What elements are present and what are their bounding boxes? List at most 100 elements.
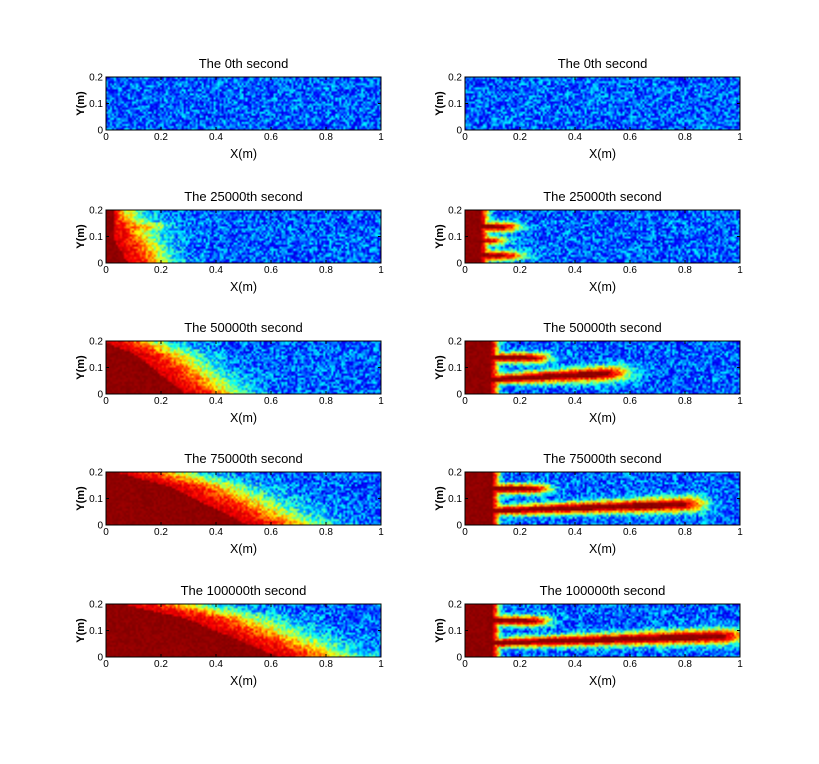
x-tick-label: 1 bbox=[378, 527, 384, 538]
panel-1: The 0th second 0 0.2 0.4 0.6 0.8 1 0 0.1 0.2 X(m) Y… bbox=[75, 56, 384, 161]
y-tick-label: 0.2 bbox=[448, 73, 462, 84]
y-tick-label: 0.2 bbox=[89, 73, 103, 84]
x-tick-label: 0.8 bbox=[319, 265, 333, 276]
y-axis-label: Y(m) bbox=[75, 224, 87, 249]
x-tick-label: 0.8 bbox=[319, 396, 333, 407]
x-axis-label: X(m) bbox=[589, 674, 616, 688]
x-tick-label: 0 bbox=[103, 659, 109, 670]
panel-heatmap bbox=[465, 604, 740, 657]
x-axis-label: X(m) bbox=[230, 411, 257, 425]
x-tick-label: 0.4 bbox=[209, 132, 223, 143]
x-tick-label: 1 bbox=[378, 396, 384, 407]
x-tick-label: 1 bbox=[378, 659, 384, 670]
x-tick-label: 0.2 bbox=[154, 396, 168, 407]
panel-7: The 75000th second 0 0.2 0.4 0.6 0.8 1 0 0.1 0.2 X… bbox=[75, 451, 384, 556]
panel-2: The 0th second 0 0.2 0.4 0.6 0.8 1 0 0.1 0.2 X(m) Y… bbox=[434, 56, 743, 161]
y-tick-label: 0.2 bbox=[448, 337, 462, 348]
x-tick-label: 0.2 bbox=[154, 132, 168, 143]
y-tick-label: 0 bbox=[97, 126, 103, 137]
x-tick-label: 0.8 bbox=[678, 265, 692, 276]
y-axis-label: Y(m) bbox=[434, 224, 446, 249]
panel-title: The 50000th second bbox=[543, 320, 662, 335]
y-axis-label: Y(m) bbox=[75, 91, 87, 116]
y-axis-label: Y(m) bbox=[75, 486, 87, 511]
y-tick-label: 0.2 bbox=[89, 337, 103, 348]
y-tick-label: 0.1 bbox=[89, 494, 103, 505]
x-tick-label: 0.6 bbox=[264, 527, 278, 538]
x-tick-label: 0.2 bbox=[154, 265, 168, 276]
panel-heatmap bbox=[106, 341, 381, 394]
y-axis-label: Y(m) bbox=[434, 91, 446, 116]
x-tick-label: 0.8 bbox=[678, 396, 692, 407]
y-axis-label: Y(m) bbox=[434, 618, 446, 643]
y-axis-label: Y(m) bbox=[75, 618, 87, 643]
x-tick-label: 0 bbox=[462, 527, 468, 538]
panel-heatmap bbox=[465, 210, 740, 263]
y-tick-label: 0 bbox=[97, 390, 103, 401]
y-tick-label: 0.1 bbox=[448, 494, 462, 505]
x-axis-label: X(m) bbox=[230, 147, 257, 161]
x-tick-label: 0.6 bbox=[264, 265, 278, 276]
x-tick-label: 0.6 bbox=[623, 265, 637, 276]
x-tick-label: 0.4 bbox=[568, 132, 582, 143]
x-axis-label: X(m) bbox=[589, 411, 616, 425]
x-tick-label: 0.2 bbox=[154, 527, 168, 538]
y-tick-label: 0.1 bbox=[89, 232, 103, 243]
x-tick-label: 1 bbox=[378, 265, 384, 276]
x-tick-label: 0.2 bbox=[513, 396, 527, 407]
x-tick-label: 0.4 bbox=[568, 265, 582, 276]
x-tick-label: 1 bbox=[737, 527, 743, 538]
panel-4: The 25000th second 0 0.2 0.4 0.6 0.8 1 0 0.1 0.2 X… bbox=[434, 189, 743, 294]
y-tick-label: 0 bbox=[456, 259, 462, 270]
y-tick-label: 0.2 bbox=[448, 600, 462, 611]
y-axis-label: Y(m) bbox=[434, 486, 446, 511]
y-tick-label: 0.2 bbox=[89, 600, 103, 611]
x-axis-label: X(m) bbox=[589, 280, 616, 294]
x-tick-label: 1 bbox=[378, 132, 384, 143]
y-tick-label: 0 bbox=[456, 126, 462, 137]
x-tick-label: 0.4 bbox=[568, 659, 582, 670]
panel-3: The 25000th second 0 0.2 0.4 0.6 0.8 1 0 0.1 0.2 X… bbox=[75, 189, 384, 294]
panel-title: The 25000th second bbox=[184, 189, 303, 204]
x-tick-label: 1 bbox=[737, 265, 743, 276]
panel-8: The 75000th second 0 0.2 0.4 0.6 0.8 1 0 0.1 0.2 X… bbox=[434, 451, 743, 556]
y-tick-label: 0 bbox=[456, 521, 462, 532]
y-tick-label: 0.2 bbox=[448, 468, 462, 479]
y-tick-label: 0.1 bbox=[448, 232, 462, 243]
x-tick-label: 0.6 bbox=[264, 132, 278, 143]
x-tick-label: 0.6 bbox=[623, 659, 637, 670]
panel-title: The 25000th second bbox=[543, 189, 662, 204]
x-tick-label: 0.4 bbox=[209, 527, 223, 538]
panel-heatmap bbox=[106, 472, 381, 525]
x-tick-label: 0 bbox=[462, 132, 468, 143]
y-tick-label: 0 bbox=[456, 653, 462, 664]
x-axis-label: X(m) bbox=[589, 542, 616, 556]
panel-heatmap bbox=[106, 210, 381, 263]
x-tick-label: 0.8 bbox=[678, 527, 692, 538]
x-tick-label: 0.8 bbox=[319, 659, 333, 670]
x-tick-label: 0.2 bbox=[513, 527, 527, 538]
y-tick-label: 0.1 bbox=[89, 626, 103, 637]
panel-heatmap bbox=[465, 472, 740, 525]
x-tick-label: 0.4 bbox=[568, 527, 582, 538]
panel-9: The 100000th second 0 0.2 0.4 0.6 0.8 1 0 0.1 0.2… bbox=[75, 583, 384, 688]
x-tick-label: 0.6 bbox=[264, 659, 278, 670]
x-tick-label: 0.4 bbox=[209, 659, 223, 670]
x-tick-label: 1 bbox=[737, 659, 743, 670]
panels-layer: The 0th second 0 0.2 0.4 0.6 0.8 1 0 0.1 0.2 X(m) Y… bbox=[75, 56, 743, 688]
x-tick-label: 0.8 bbox=[319, 132, 333, 143]
x-tick-label: 0.2 bbox=[154, 659, 168, 670]
y-tick-label: 0.1 bbox=[89, 99, 103, 110]
y-axis-label: Y(m) bbox=[434, 355, 446, 380]
x-tick-label: 1 bbox=[737, 396, 743, 407]
panel-heatmap bbox=[106, 604, 381, 657]
y-tick-label: 0.2 bbox=[448, 206, 462, 217]
x-axis-label: X(m) bbox=[230, 280, 257, 294]
panel-5: The 50000th second 0 0.2 0.4 0.6 0.8 1 0 0.1 0.2 X… bbox=[75, 320, 384, 425]
x-tick-label: 0 bbox=[103, 527, 109, 538]
panel-title: The 0th second bbox=[199, 56, 289, 71]
panel-title: The 100000th second bbox=[540, 583, 666, 598]
panel-heatmap bbox=[106, 77, 381, 130]
x-tick-label: 0.6 bbox=[623, 527, 637, 538]
